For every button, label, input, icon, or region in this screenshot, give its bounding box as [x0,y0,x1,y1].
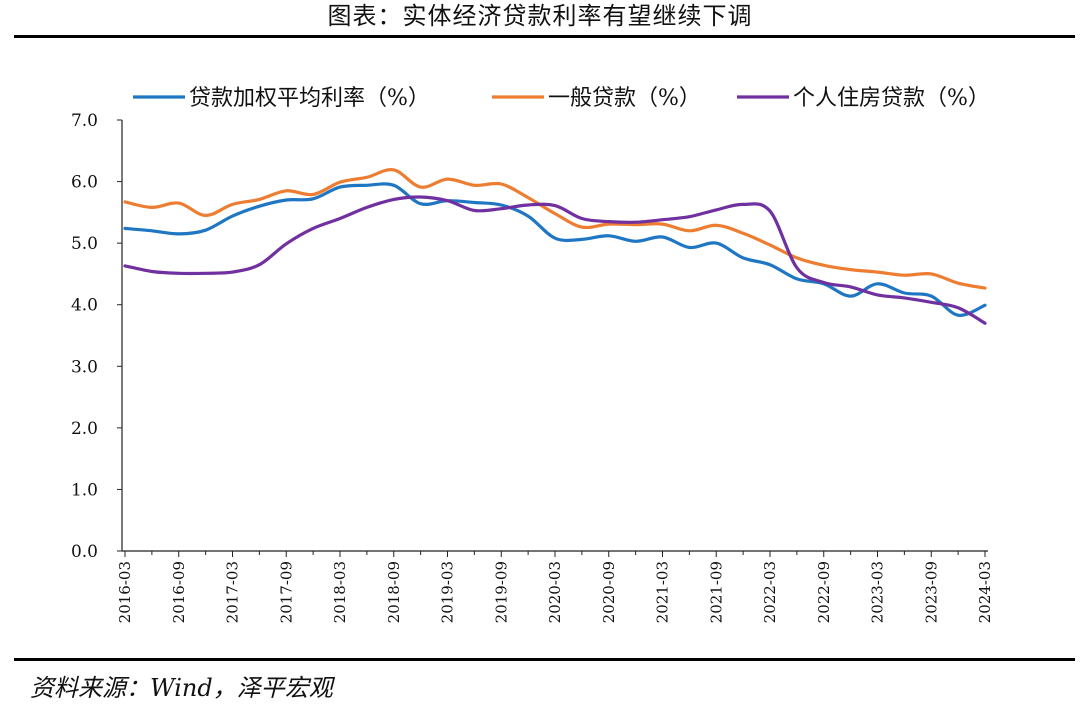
legend-label-1: 贷款加权平均利率（%） [189,86,430,111]
x-tick-label: 2023-09 [922,561,940,623]
y-tick-label: 0.0 [71,542,98,562]
y-tick-label: 4.0 [71,296,98,316]
x-tick-label: 2019-09 [492,561,510,623]
x-tick-label: 2021-03 [654,561,672,623]
x-tick-label: 2022-09 [815,561,833,623]
x-tick-label: 2023-03 [869,561,887,623]
x-tick-label: 2020-09 [600,561,618,623]
x-tick-label: 2021-09 [707,561,725,623]
x-tick-label: 2017-09 [277,561,295,623]
x-tick-label: 2018-09 [385,561,403,623]
chart-axes: 0.0 1.0 2.0 3.0 4.0 5.0 6.0 7.0 2016-03 2016-09 20… [71,111,994,623]
top-rule [14,35,1075,38]
series-line-2 [123,168,987,290]
y-tick-label: 2.0 [71,419,98,439]
y-tick-label: 6.0 [71,173,98,193]
y-tick-label: 7.0 [71,111,98,131]
x-tick-label: 2024-03 [976,561,994,623]
chart-series [123,168,987,325]
series-line-1 [123,182,987,317]
figure-title: 图表：实体经济贷款利率有望继续下调 [327,2,753,30]
x-tick-label: 2020-03 [546,561,564,623]
legend-label-2: 一般贷款（%） [548,86,701,111]
x-tick-label: 2018-03 [331,561,349,623]
x-tick-label: 2022-03 [761,561,779,623]
x-tick-label: 2016-09 [170,561,188,623]
y-tick-label: 3.0 [71,357,98,377]
x-tick-label: 2017-03 [224,561,242,623]
chart-legend: 贷款加权平均利率（%） 一般贷款（%） 个人住房贷款（%） [133,86,990,111]
source-note: 资料来源：Wind，泽平宏观 [30,674,333,702]
line-chart: 贷款加权平均利率（%） 一般贷款（%） 个人住房贷款（%） 0.0 1.0 2.0 3.0… [71,86,994,623]
y-tick-label: 5.0 [71,234,98,254]
bottom-rule [14,658,1075,661]
x-tick-label: 2016-03 [116,561,134,623]
x-tick-label: 2019-03 [439,561,457,623]
series-line-3 [123,195,987,325]
y-tick-label: 1.0 [71,480,98,500]
legend-label-3: 个人住房贷款（%） [793,86,990,111]
